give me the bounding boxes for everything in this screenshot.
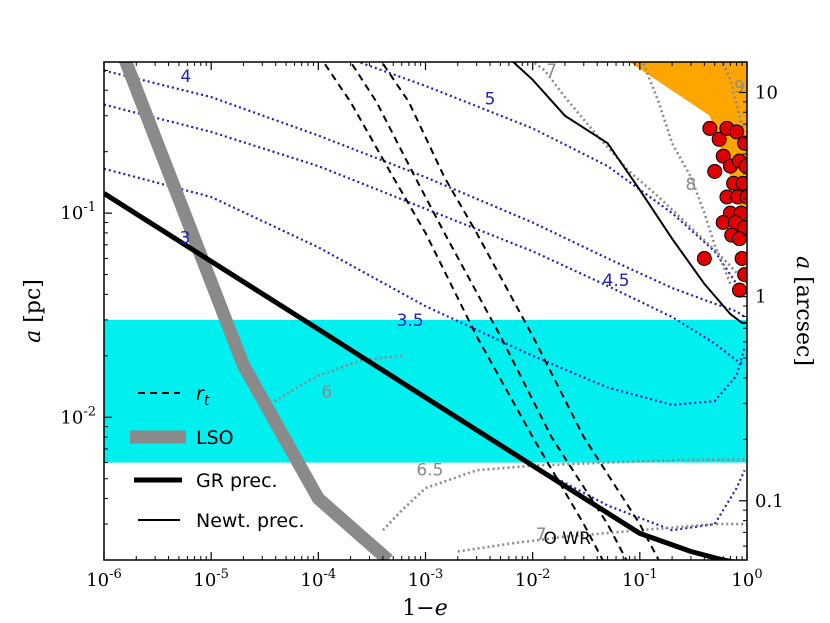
x-tick-label-1: 10-5: [193, 567, 229, 591]
y-axis-label: a [pc]: [21, 279, 46, 343]
cyan-band: [104, 319, 747, 463]
legend-label-newt: Newt. prec.: [196, 510, 305, 532]
x-tick-label-6: 100: [731, 567, 762, 591]
grey-contour-4: [641, 62, 732, 285]
blue-contour-3: [104, 103, 746, 367]
x-tick-label-2: 10-4: [301, 567, 337, 591]
y2-tick-label-2: 0.1: [755, 491, 784, 512]
star-point-1: [711, 131, 727, 147]
grey-contour-0: [261, 354, 402, 411]
plot-area: [104, 62, 747, 560]
star-point-24: [737, 267, 747, 283]
star-point-9: [707, 163, 723, 179]
y-tick-label-1: 10-2: [60, 404, 96, 428]
blue-contour-label-2: 4: [180, 67, 191, 87]
x-tick-label-3: 10-3: [408, 567, 444, 591]
x-tick-label-4: 10-2: [515, 567, 551, 591]
rt-line-0: [322, 62, 604, 560]
ticks-layer: 10-6 10-5 10-4 10-3 10-2 10-1 100 10-1 10-2 10 1 0.…: [60, 62, 784, 591]
rt-line-2: [349, 62, 628, 560]
y2-tick-label-0: 10: [755, 82, 778, 103]
grey-contour-label-5: 9: [734, 77, 745, 97]
gr-prec-line: [104, 191, 737, 560]
x-tick-label-0: 10-6: [86, 567, 122, 591]
star-point-3: [729, 124, 745, 140]
grey-contour-label-4: 8: [686, 175, 697, 195]
legend-label-lso: LSO: [196, 427, 234, 449]
legend-label-gr: GR prec.: [196, 470, 278, 492]
orange-region: [629, 62, 747, 228]
x-axis-label: 1−e: [402, 596, 447, 621]
blue-contour-label-3: 4.5: [603, 271, 630, 291]
star-point-22: [696, 250, 712, 266]
legend-label-rt: rt: [196, 383, 210, 409]
blue-contour-label-0: 3: [180, 229, 191, 249]
grey-contour-label-3: 7: [536, 525, 547, 545]
grey-contour-label-2: 7: [546, 61, 557, 81]
star-point-0: [702, 120, 718, 136]
star-point-25: [731, 282, 747, 298]
x-tick-label-5: 10-1: [622, 567, 658, 591]
contour-labels-layer: 3 3.5 4 4.5 5 6 6.5 7 7 8 9 O WR: [180, 61, 745, 549]
y-tick-label-0: 10-1: [60, 200, 96, 224]
blue-contour-label-4: 5: [485, 90, 496, 110]
fill-layer: [104, 62, 747, 463]
star-point-23: [734, 250, 747, 266]
blue-contour-label-1: 3.5: [397, 311, 424, 331]
lines-layer: [104, 62, 747, 560]
star-point-14: [739, 189, 747, 205]
y2-tick-label-1: 1: [755, 287, 766, 308]
rt-line-1: [380, 62, 660, 560]
blue-contour-1: [104, 167, 746, 407]
star-point-21: [731, 231, 747, 247]
y2-axis-label: a [arcsec]: [791, 256, 816, 366]
newt-prec-line: [511, 62, 747, 324]
legend: rt LSO GR prec. Newt. prec.: [130, 383, 305, 532]
grey-contour-label-1: 6.5: [416, 460, 443, 480]
star-point-8: [738, 158, 747, 174]
grey-contour-3: [457, 522, 747, 553]
annotation-0: O WR: [543, 529, 591, 549]
stars-layer: [696, 120, 747, 298]
star-point-11: [735, 175, 747, 191]
grey-contour-5: [721, 62, 747, 144]
star-point-4: [737, 135, 747, 151]
grey-contour-label-0: 6: [321, 383, 332, 403]
lso-line: [118, 62, 393, 560]
